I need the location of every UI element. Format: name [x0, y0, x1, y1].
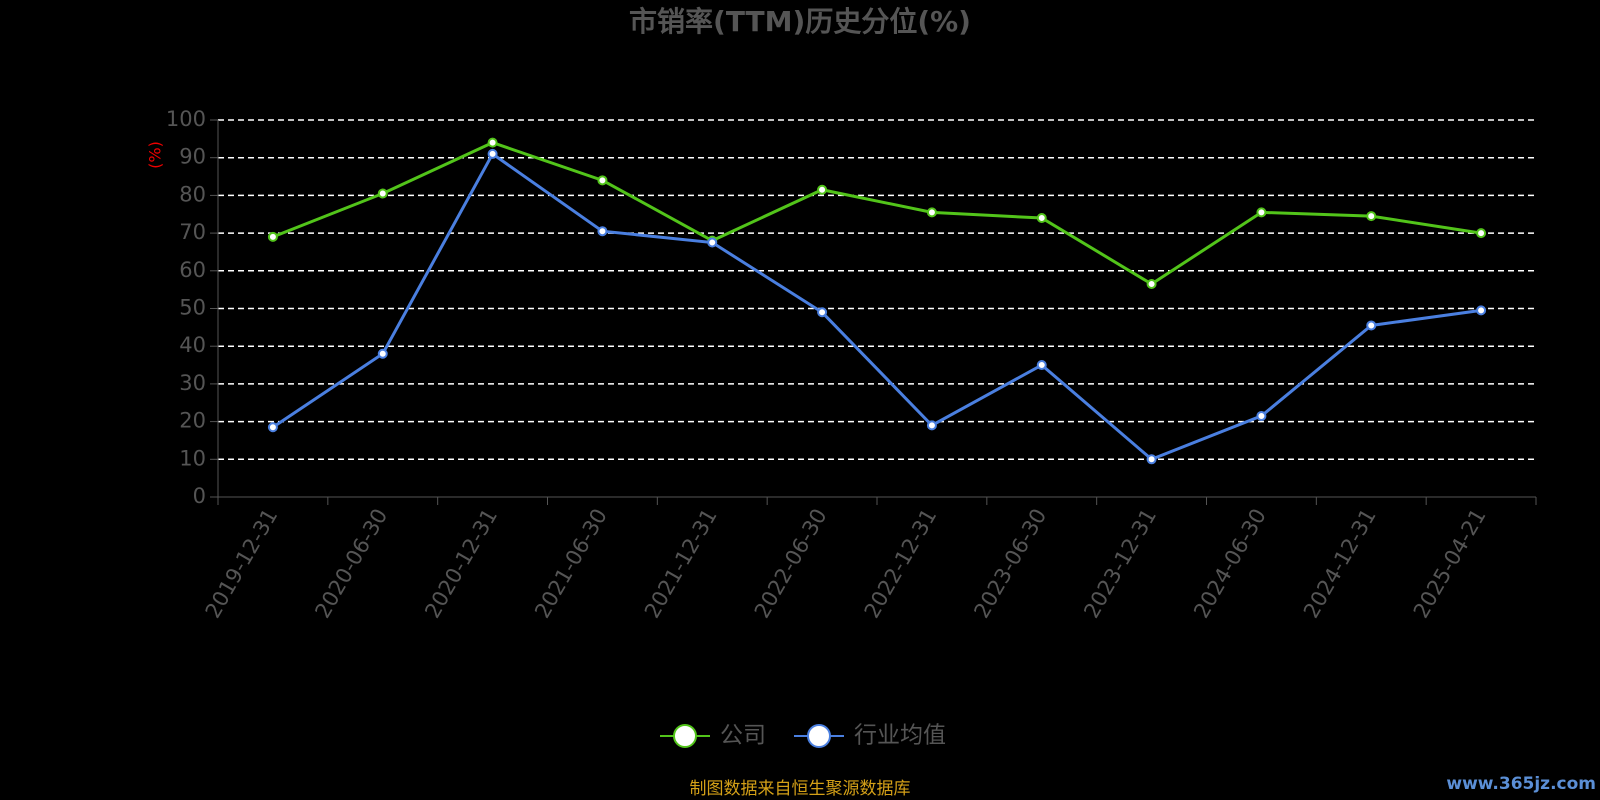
- y-tick-label: 90: [179, 145, 206, 169]
- watermark: www.365jz.com: [1446, 774, 1596, 794]
- legend-label: 行业均值: [854, 723, 946, 749]
- data-point: [1476, 228, 1487, 239]
- y-tick-label: 10: [179, 446, 206, 470]
- data-point: [377, 348, 388, 359]
- y-tick-label: 20: [179, 409, 206, 433]
- y-tick-label: 60: [179, 258, 206, 282]
- data-point: [817, 184, 828, 195]
- y-tick-label: 70: [179, 220, 206, 244]
- chart-title: 市销率(TTM)历史分位(%): [629, 5, 971, 38]
- y-axis-label: (%): [146, 141, 165, 169]
- data-point: [377, 188, 388, 199]
- data-point: [487, 148, 498, 159]
- y-tick-label: 50: [179, 296, 206, 320]
- y-tick-label: 40: [179, 333, 206, 357]
- data-point: [1036, 213, 1047, 224]
- y-tick-label: 100: [166, 107, 206, 131]
- series-line: [272, 151, 1482, 462]
- data-point: [267, 231, 278, 242]
- data-point: [1036, 360, 1047, 371]
- data-point: [597, 175, 608, 186]
- series-line: [272, 141, 1482, 286]
- y-tick-label: 80: [179, 182, 206, 206]
- data-point: [1256, 207, 1267, 218]
- data-point: [487, 137, 498, 148]
- data-point: [267, 422, 278, 433]
- data-point: [597, 226, 608, 237]
- data-point: [1366, 211, 1377, 222]
- data-point: [707, 237, 718, 248]
- data-point: [1146, 278, 1157, 289]
- legend-marker: [673, 724, 697, 748]
- data-point: [926, 420, 937, 431]
- source-note: 制图数据来自恒生聚源数据库: [690, 779, 911, 799]
- data-point: [1256, 410, 1267, 421]
- data-point: [1476, 305, 1487, 316]
- legend-marker: [807, 724, 831, 748]
- data-point: [926, 207, 937, 218]
- y-tick-label: 0: [193, 484, 206, 508]
- data-point: [817, 307, 828, 318]
- legend-label: 公司: [720, 723, 766, 749]
- y-tick-label: 30: [179, 371, 206, 395]
- data-point: [1366, 320, 1377, 331]
- data-point: [1146, 454, 1157, 465]
